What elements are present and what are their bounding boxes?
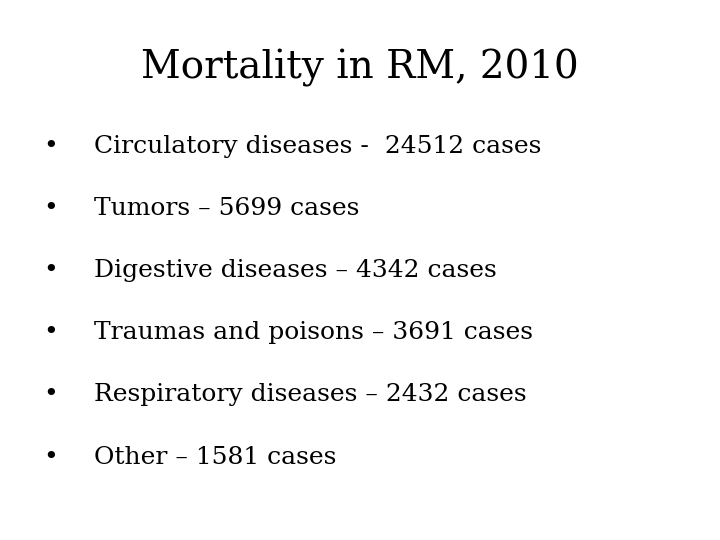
Text: •: •: [43, 197, 58, 220]
Text: Respiratory diseases – 2432 cases: Respiratory diseases – 2432 cases: [94, 383, 526, 407]
Text: •: •: [43, 383, 58, 407]
Text: Digestive diseases – 4342 cases: Digestive diseases – 4342 cases: [94, 259, 496, 282]
Text: Other – 1581 cases: Other – 1581 cases: [94, 446, 336, 469]
Text: •: •: [43, 321, 58, 345]
Text: Mortality in RM, 2010: Mortality in RM, 2010: [141, 49, 579, 86]
Text: •: •: [43, 446, 58, 469]
Text: •: •: [43, 135, 58, 158]
Text: Tumors – 5699 cases: Tumors – 5699 cases: [94, 197, 359, 220]
Text: Circulatory diseases -  24512 cases: Circulatory diseases - 24512 cases: [94, 135, 541, 158]
Text: •: •: [43, 259, 58, 282]
Text: Traumas and poisons – 3691 cases: Traumas and poisons – 3691 cases: [94, 321, 533, 345]
